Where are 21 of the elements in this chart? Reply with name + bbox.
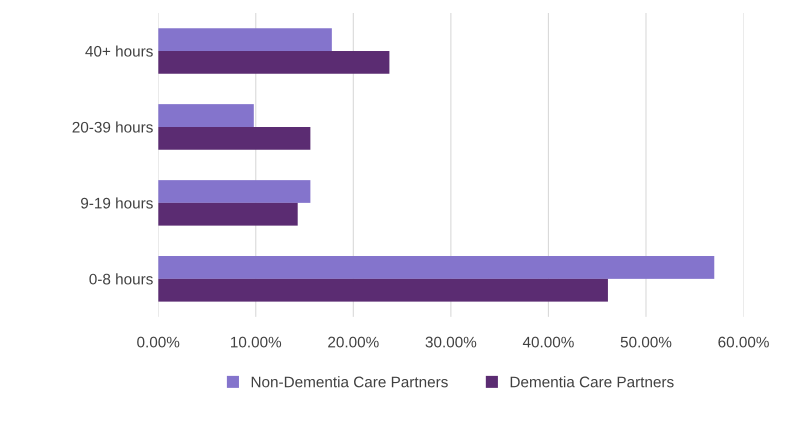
y-tick-label: 0-8 hours: [89, 273, 153, 285]
bar: [158, 126, 310, 150]
bar: [158, 28, 332, 51]
x-tick-label: 40.00%: [522, 336, 574, 348]
bar: [158, 180, 310, 203]
x-tick-label: 0.00%: [137, 336, 180, 348]
y-tick-label: 20-39 hours: [72, 121, 153, 133]
bar: [158, 256, 714, 279]
x-tick-label: 20.00%: [328, 336, 379, 348]
y-tick-label: 9-19 hours: [81, 197, 153, 209]
bar: [158, 104, 254, 127]
bar: [158, 278, 608, 302]
y-tick-label: 40+ hours: [85, 45, 153, 57]
x-tick-label: 30.00%: [426, 336, 476, 348]
bar: [158, 202, 298, 226]
x-tick-label: 10.00%: [231, 336, 282, 348]
legend-label: Dementia Care Partners: [510, 376, 674, 388]
x-tick-label: 50.00%: [620, 336, 672, 348]
x-tick-label: 60.00%: [718, 336, 769, 348]
bar: [158, 50, 390, 74]
legend-label: Non-Dementia Care Partners: [252, 376, 448, 388]
